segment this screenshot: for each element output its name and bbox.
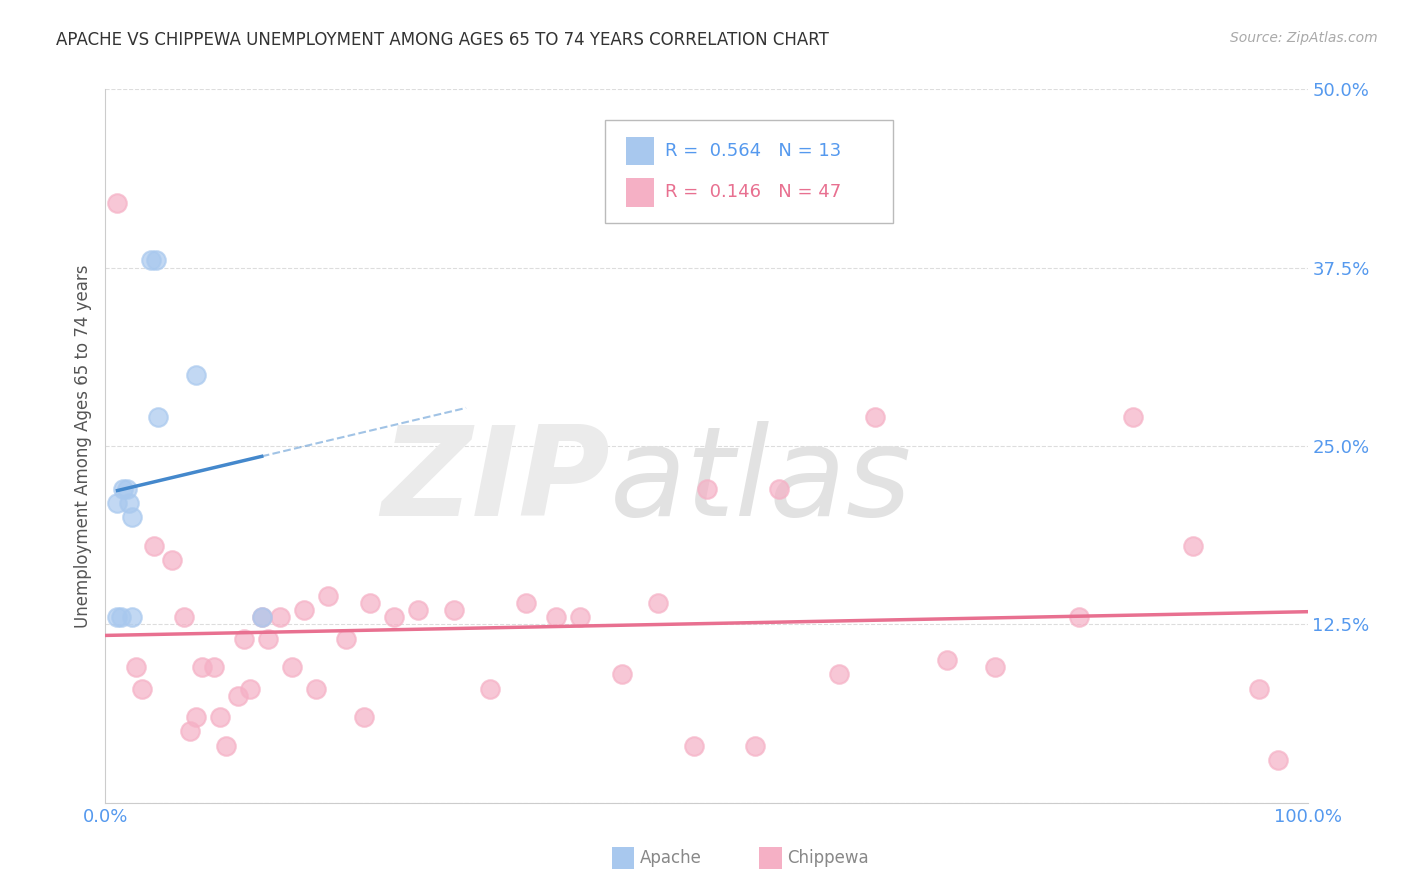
Point (250, 610, 273, 624)
Point (112, 482, 135, 496)
Point (863, 410, 886, 425)
Y-axis label: Unemployment Among Ages 65 to 74 years: Unemployment Among Ages 65 to 74 years (73, 264, 91, 628)
Point (142, 539, 165, 553)
Point (335, 632, 357, 646)
Point (281, 660, 304, 674)
Point (353, 710, 375, 724)
Point (984, 660, 1007, 674)
Point (107, 610, 129, 624)
Text: APACHE VS CHIPPEWA UNEMPLOYMENT AMONG AGES 65 TO 74 YEARS CORRELATION CHART: APACHE VS CHIPPEWA UNEMPLOYMENT AMONG AG… (56, 31, 830, 49)
Point (612, 667, 634, 681)
Point (232, 632, 254, 646)
Point (208, 710, 231, 724)
Point (479, 681, 502, 696)
Point (107, 196, 129, 211)
Point (292, 603, 315, 617)
Point (179, 724, 201, 739)
Text: R =  0.564   N = 13: R = 0.564 N = 13 (665, 142, 841, 160)
Text: Chippewa: Chippewa (787, 849, 869, 867)
Point (110, 610, 132, 624)
Point (316, 589, 339, 603)
Text: atlas: atlas (610, 421, 912, 542)
Point (1122, 410, 1144, 425)
Point (202, 660, 225, 674)
Point (828, 667, 851, 681)
Point (160, 553, 183, 567)
Point (683, 739, 706, 753)
Point (1182, 539, 1205, 553)
Point (115, 482, 138, 496)
Point (250, 610, 273, 624)
Point (406, 603, 429, 617)
Point (118, 496, 141, 510)
Point (382, 610, 405, 624)
Point (768, 482, 790, 496)
Point (173, 610, 195, 624)
Point (107, 496, 129, 510)
Point (121, 510, 143, 524)
Point (515, 596, 537, 610)
Point (647, 596, 669, 610)
Point (124, 660, 146, 674)
Point (139, 253, 162, 268)
Point (184, 710, 207, 724)
Point (226, 689, 249, 703)
Text: ZIP: ZIP (381, 421, 610, 542)
Point (214, 739, 236, 753)
Point (148, 410, 170, 425)
Point (359, 596, 381, 610)
Point (546, 610, 568, 624)
Point (239, 681, 262, 696)
Point (443, 603, 465, 617)
Point (569, 610, 592, 624)
Point (1249, 681, 1271, 696)
Point (190, 660, 212, 674)
Point (696, 482, 718, 496)
Point (1069, 610, 1091, 624)
Point (1267, 753, 1289, 767)
Text: Source: ZipAtlas.com: Source: ZipAtlas.com (1230, 31, 1378, 45)
Point (121, 610, 143, 624)
Point (269, 610, 291, 624)
Point (184, 368, 207, 382)
Point (131, 681, 153, 696)
Point (145, 253, 167, 268)
Text: Apache: Apache (640, 849, 702, 867)
Point (256, 632, 278, 646)
Point (936, 653, 959, 667)
Point (305, 681, 328, 696)
Text: R =  0.146   N = 47: R = 0.146 N = 47 (665, 184, 841, 202)
Point (744, 739, 766, 753)
